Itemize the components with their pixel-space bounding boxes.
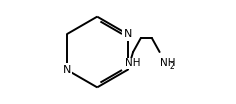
Text: N: N: [124, 29, 132, 39]
Text: NH: NH: [125, 58, 141, 68]
Text: N: N: [62, 65, 71, 75]
Text: NH: NH: [160, 58, 176, 68]
Text: 2: 2: [170, 62, 174, 71]
